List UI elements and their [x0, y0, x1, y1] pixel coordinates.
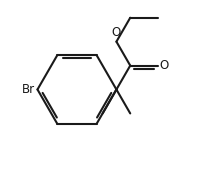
Text: Br: Br — [21, 83, 34, 96]
Text: O: O — [112, 26, 121, 39]
Text: O: O — [160, 59, 169, 72]
